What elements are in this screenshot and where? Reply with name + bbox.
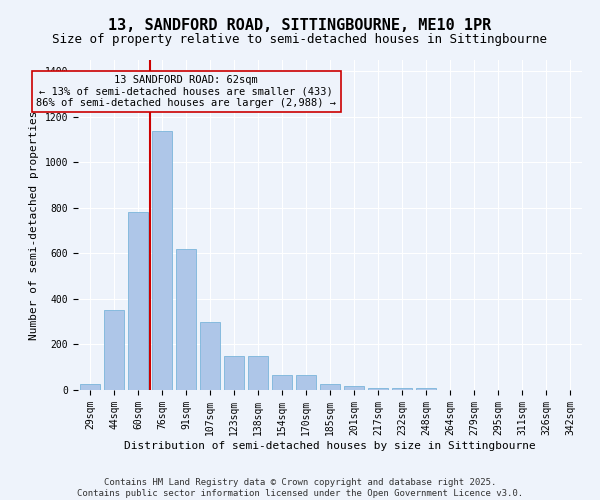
Bar <box>200 322 220 390</box>
Bar <box>344 386 364 390</box>
Bar <box>368 388 388 390</box>
Bar <box>152 130 172 390</box>
Text: Contains HM Land Registry data © Crown copyright and database right 2025.
Contai: Contains HM Land Registry data © Crown c… <box>77 478 523 498</box>
Bar <box>392 388 412 390</box>
Bar <box>176 249 196 390</box>
Text: 13 SANDFORD ROAD: 62sqm
← 13% of semi-detached houses are smaller (433)
86% of s: 13 SANDFORD ROAD: 62sqm ← 13% of semi-de… <box>37 75 337 108</box>
Bar <box>320 384 340 390</box>
Text: Size of property relative to semi-detached houses in Sittingbourne: Size of property relative to semi-detach… <box>53 32 548 46</box>
Bar <box>224 356 244 390</box>
Bar <box>104 310 124 390</box>
X-axis label: Distribution of semi-detached houses by size in Sittingbourne: Distribution of semi-detached houses by … <box>124 440 536 450</box>
Bar <box>272 375 292 390</box>
Bar <box>80 384 100 390</box>
Y-axis label: Number of semi-detached properties: Number of semi-detached properties <box>29 110 39 340</box>
Bar <box>248 356 268 390</box>
Text: 13, SANDFORD ROAD, SITTINGBOURNE, ME10 1PR: 13, SANDFORD ROAD, SITTINGBOURNE, ME10 1… <box>109 18 491 32</box>
Bar <box>416 388 436 390</box>
Bar <box>128 212 148 390</box>
Bar <box>296 375 316 390</box>
